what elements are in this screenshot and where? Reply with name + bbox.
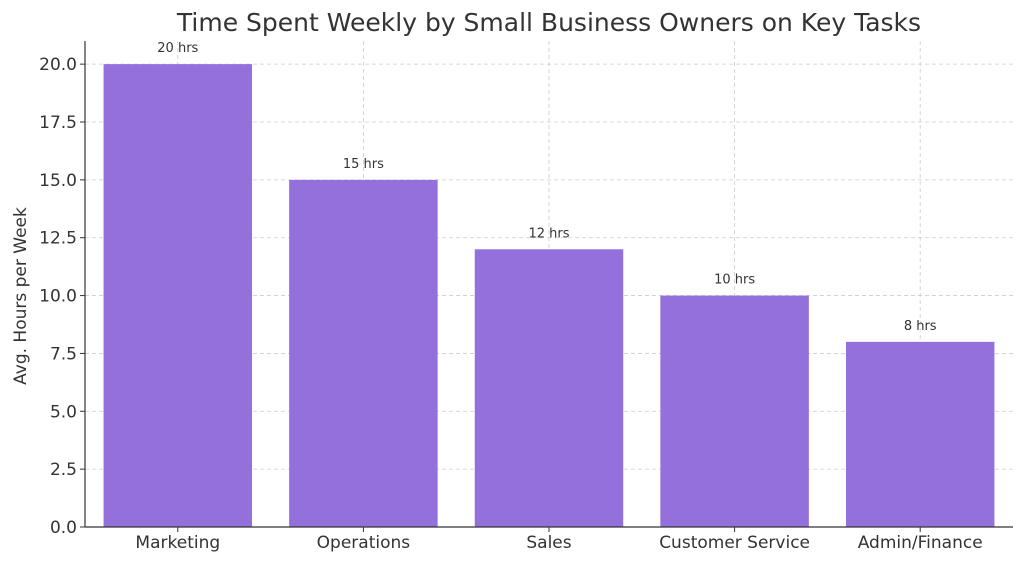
data-label: 20 hrs	[157, 41, 198, 56]
y-tick-label: 15.0	[39, 171, 77, 191]
labels: 0.0 2.5 5.0 7.5 10.0 12.5 15.0 17.5 20.0 Marketin…	[39, 41, 983, 553]
y-tick-label: 0.0	[50, 518, 77, 538]
axes	[80, 41, 1013, 532]
bar-customer-service	[660, 295, 809, 527]
x-tick-label: Operations	[317, 533, 411, 553]
y-tick-label: 7.5	[50, 344, 77, 364]
y-tick-label: 10.0	[39, 287, 77, 307]
bar-admin-finance	[845, 341, 995, 527]
y-tick-label: 12.5	[39, 229, 77, 249]
y-tick-label: 17.5	[39, 113, 77, 133]
x-tick-label: Marketing	[135, 533, 220, 553]
chart-title: Time Spent Weekly by Small Business Owne…	[176, 8, 921, 37]
y-axis-label: Avg. Hours per Week	[11, 207, 31, 385]
data-label: 8 hrs	[904, 319, 937, 334]
bar-marketing	[103, 64, 253, 528]
x-tick-label: Admin/Finance	[858, 533, 983, 553]
data-label: 10 hrs	[714, 273, 755, 288]
x-tick-label: Sales	[526, 533, 571, 553]
y-tick-label: 2.5	[50, 460, 77, 480]
bar-sales	[474, 249, 624, 528]
data-label: 12 hrs	[528, 226, 569, 241]
bar-operations	[289, 179, 438, 527]
y-tick-label: 20.0	[39, 55, 77, 75]
x-tick-label: Customer Service	[659, 533, 810, 553]
bars	[103, 64, 995, 528]
y-tick-label: 5.0	[50, 402, 77, 422]
data-label: 15 hrs	[343, 157, 384, 172]
